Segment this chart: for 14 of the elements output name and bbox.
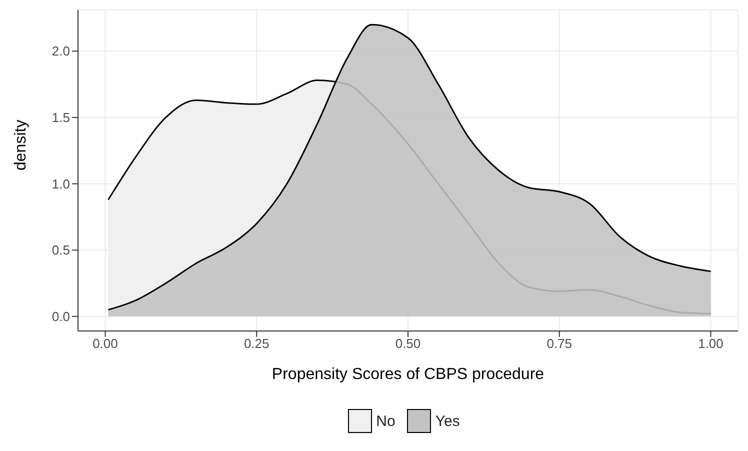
legend-label: Yes [435, 412, 460, 430]
legend-label: No [376, 412, 396, 430]
y-tick-label: 0.5 [52, 242, 70, 258]
y-tick-label: 2.0 [52, 44, 70, 59]
x-tick-label: 0.75 [546, 336, 572, 352]
y-tick-label: 1.0 [52, 176, 70, 192]
x-tick-label: 0.25 [244, 336, 270, 352]
y-axis-title: density [12, 120, 30, 170]
y-tick-label: 1.5 [52, 110, 70, 126]
y-tick-label: 0.0 [52, 309, 70, 324]
x-tick-label: 0.00 [92, 336, 118, 352]
x-tick-label: 0.50 [395, 336, 421, 352]
x-axis-title: Propensity Scores of CBPS procedure [272, 366, 544, 383]
x-tick-label: 1.00 [698, 336, 724, 352]
